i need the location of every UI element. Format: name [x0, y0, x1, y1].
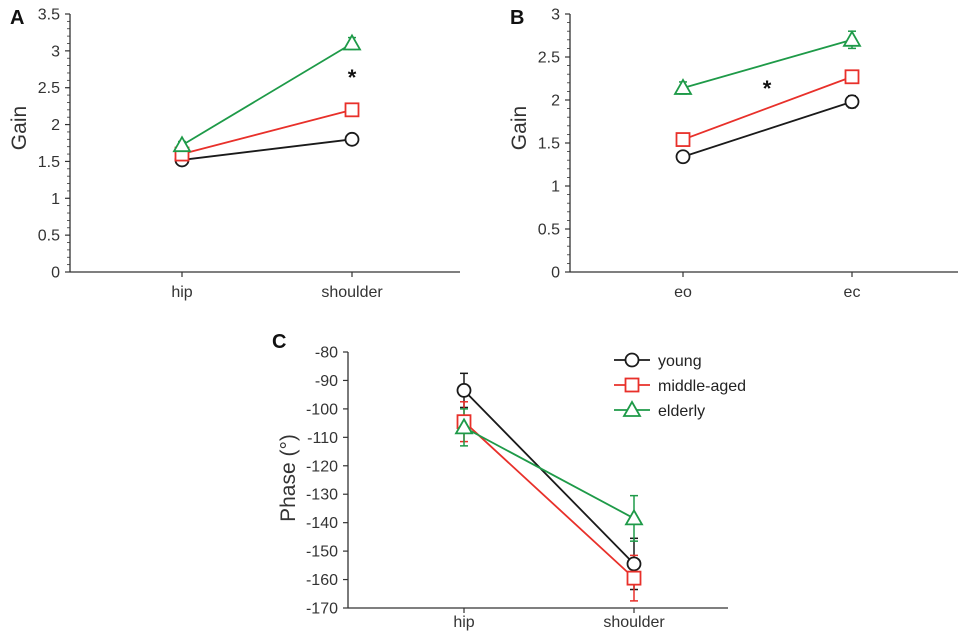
panel-c-y-tick-label: -80 [315, 345, 338, 362]
panel-a-point-elderly-hip [172, 135, 192, 153]
panel-c-x-tick-label: shoulder [603, 614, 665, 631]
panel-c-y-tick-label: -100 [306, 401, 338, 418]
panel-a: A Gain * 0 0.5 1 1.5 2 2.5 3 3.5 hip shoulder [8, 7, 460, 301]
legend-elderly-label: elderly [658, 403, 705, 420]
panel-a-series-line-middle_aged [181, 108, 353, 155]
panel-a-point-middle_aged-shoulder [344, 102, 360, 118]
panel-c-y-tick-label: -120 [306, 458, 338, 475]
panel-a-y-tick-label: 1.5 [38, 154, 60, 171]
panel-c-point-young-shoulder [626, 556, 642, 572]
panel-b-point-elderly-eo [673, 78, 693, 95]
panel-a-y-tick-label: 0 [51, 265, 60, 282]
panel-c-point-elderly-hip [454, 417, 474, 435]
panel-c-y-tick-label: -130 [306, 487, 338, 504]
panel-b-ylabel: Gain [508, 106, 531, 150]
panel-a-significance: * [348, 65, 357, 90]
panel-b-point-young-eo [675, 149, 691, 165]
panel-b-y-tick-label: 2.5 [538, 50, 560, 67]
panel-b-x-tick-label: eo [674, 284, 692, 301]
panel-b-y-tick-label: 3 [551, 7, 560, 24]
panel-c-series-line-young [463, 389, 635, 565]
panel-c-ylabel: Phase (°) [277, 434, 300, 522]
panel-b-point-middle_aged-eo [675, 132, 691, 147]
legend-young-marker [624, 352, 640, 368]
panel-b-x-tick-label: ec [844, 284, 861, 301]
panel-a-y-tick-label: 1 [51, 191, 60, 208]
panel-c-point-middle_aged-shoulder [626, 570, 642, 586]
panel-c-point-young-hip [456, 382, 472, 398]
panel-a-ylabel: Gain [8, 106, 31, 150]
panel-b-point-middle_aged-ec [844, 69, 860, 85]
legend-middle-aged-label: middle-aged [658, 378, 746, 395]
panel-c-y-tick-label: -170 [306, 601, 338, 618]
legend: young middle-aged elderly [614, 352, 746, 420]
panel-b-significance: * [763, 76, 772, 101]
panel-c-point-elderly-shoulder [624, 508, 644, 526]
panel-c-y-tick-label: -90 [315, 373, 338, 390]
panel-b-series-line-elderly [682, 38, 853, 89]
panel-c-y-tick-label: -160 [306, 572, 338, 589]
panel-a-y-tick-label: 2 [51, 117, 60, 134]
legend-elderly-marker [622, 400, 642, 417]
legend-young-label: young [658, 353, 702, 370]
legend-middle-aged-marker [624, 377, 640, 393]
panel-a-label: A [10, 7, 24, 29]
panel-b-y-tick-label: 0 [551, 265, 560, 282]
panel-a-x-tick-label: shoulder [321, 284, 383, 301]
panel-a-y-tick-label: 3.5 [38, 7, 60, 24]
panel-c-label: C [272, 331, 286, 353]
panel-a-series-line-young [181, 138, 353, 161]
panel-b-point-elderly-ec [842, 29, 862, 47]
panel-b-series-line-middle_aged [682, 75, 853, 141]
panel-b-label: B [510, 7, 524, 29]
panel-c-y-tick-label: -110 [307, 430, 338, 447]
panel-b-y-tick-label: 2 [551, 93, 560, 110]
panel-a-series-line-elderly [181, 42, 353, 146]
panel-b-y-tick-label: 1 [551, 179, 560, 196]
panel-c: C Phase (°) -80 -90 -100 -110 -120 -130 -140 -1… [272, 331, 728, 631]
panel-c-series-line-elderly [463, 426, 635, 520]
panel-a-y-tick-label: 3 [51, 43, 60, 60]
panel-c-y-tick-label: -150 [306, 544, 338, 561]
panel-c-y-tick-label: -140 [306, 515, 338, 532]
panel-a-y-tick-label: 2.5 [38, 80, 60, 97]
panel-a-point-young-shoulder [344, 131, 360, 147]
panel-a-point-elderly-shoulder [342, 33, 362, 51]
panel-b-series-line-young [682, 100, 853, 158]
panel-a-x-tick-label: hip [171, 284, 192, 301]
panel-b-point-young-ec [844, 94, 860, 110]
panel-c-series-line-middle_aged [463, 421, 635, 579]
panel-c-x-tick-label: hip [453, 614, 474, 631]
panel-b-y-tick-label: 0.5 [538, 222, 560, 239]
panel-a-y-tick-label: 0.5 [38, 228, 60, 245]
panel-b-y-tick-label: 1.5 [538, 136, 560, 153]
panel-b: B Gain * 0 0.5 1 1.5 2 2.5 3 eo ec [508, 7, 958, 301]
